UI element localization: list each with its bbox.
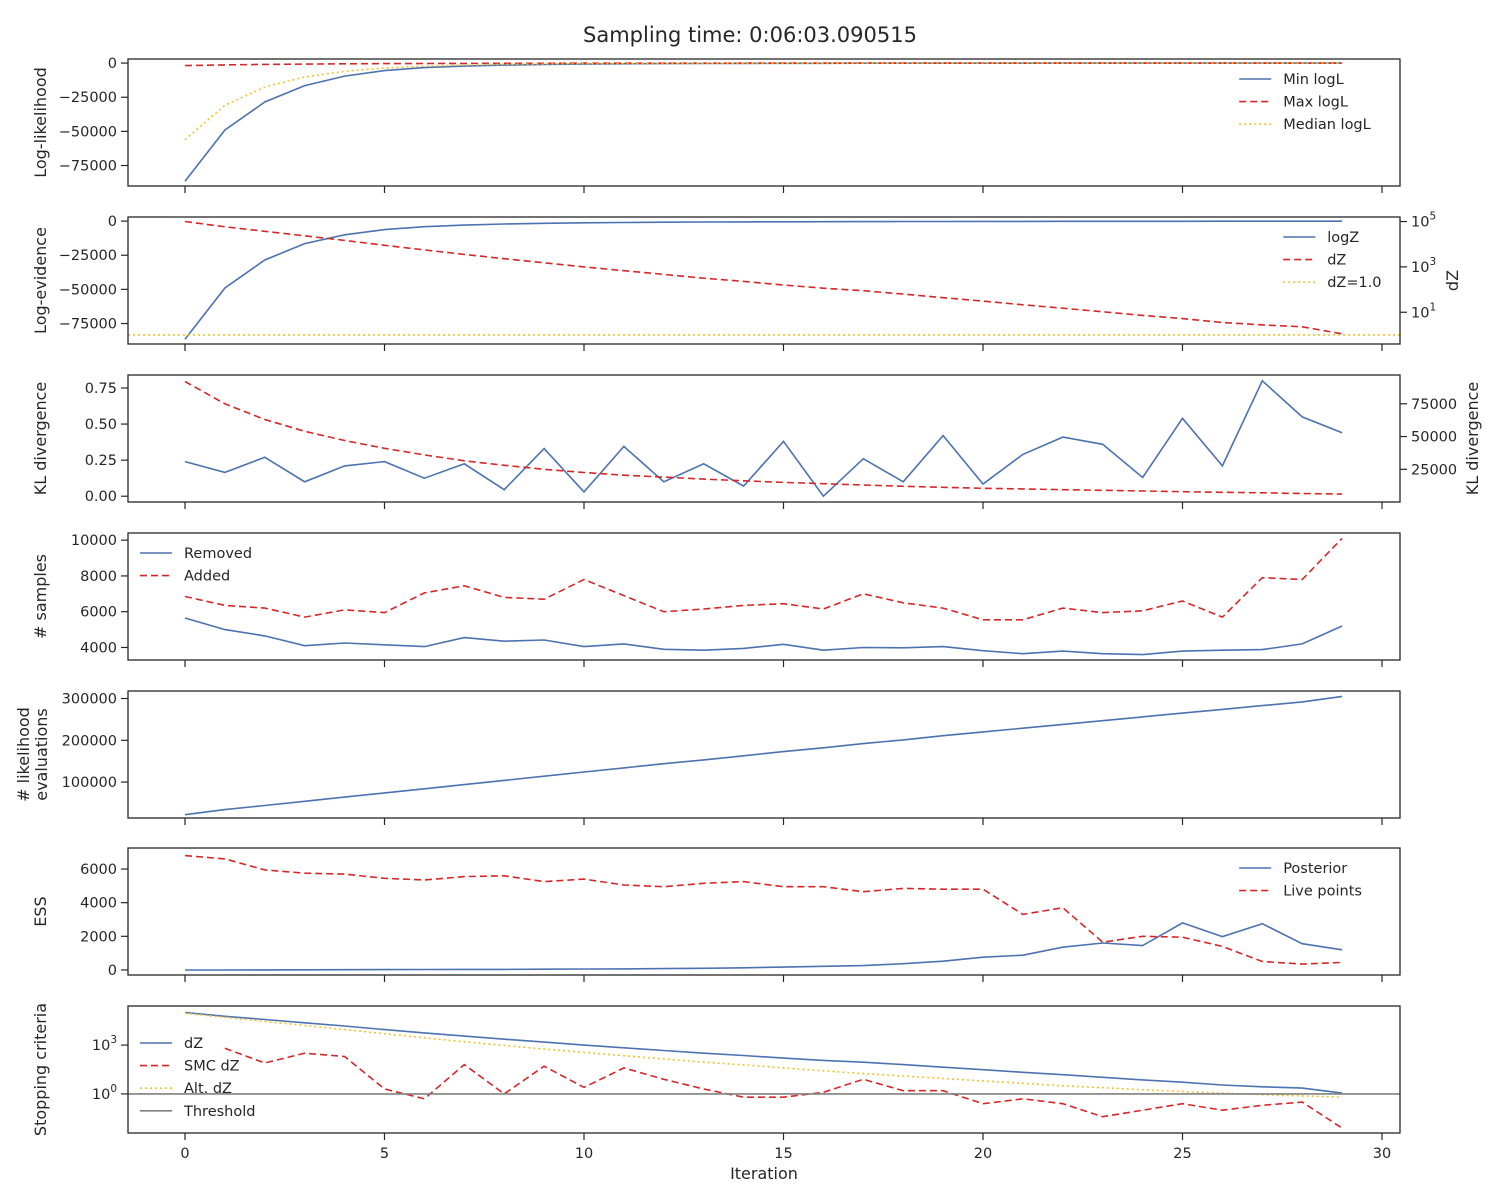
legend-label: Min logL [1283, 72, 1344, 88]
series-alt-dz-line [184, 1012, 1343, 1098]
legend-label: SMC dZ [184, 1059, 240, 1075]
y-right-tick-label: 50000 [1411, 430, 1457, 446]
y-tick-label: 0.75 [85, 381, 117, 397]
y-tick-label: −75000 [59, 317, 117, 333]
series-removed-line [184, 617, 1343, 656]
legend-label: Max logL [1283, 95, 1348, 111]
axes-frame [127, 532, 1401, 661]
panel-6: 0 2000 4000 6000 ESS Posterior Live points [31, 847, 1401, 982]
y-tick-label: 10000 [71, 533, 117, 549]
panel-3: 0.00 0.25 0.50 0.75 25000 50000 75000 KL diverg… [31, 374, 1482, 509]
y-tick-label: 0 [108, 56, 117, 72]
x-tick-label: 15 [774, 1146, 792, 1162]
legend-label: Alt. dZ [184, 1081, 232, 1097]
axes-frame [127, 690, 1401, 819]
y-right-tick-label: 103 [1411, 256, 1436, 276]
series-median-logl-line [184, 62, 1343, 141]
figure-title: Sampling time: 0:06:03.090515 [583, 23, 917, 47]
y-tick-label: −75000 [59, 159, 117, 175]
y-axis-label: KL divergence [31, 382, 50, 495]
y-axis-label: Log-evidence [31, 227, 50, 334]
y-right-tick-label: 105 [1411, 211, 1436, 231]
panels: 0 −25000 −50000 −75000 Log-likelihood Min log… [14, 56, 1482, 1162]
legend-1: Min logL Max logL Median logL [1239, 72, 1371, 133]
legend-7: dZ SMC dZ Alt. dZ Threshold [140, 1036, 255, 1120]
series-posterior-line [185, 922, 1343, 971]
series-added-line [184, 537, 1343, 621]
series-dz-line [184, 220, 1343, 335]
x-axis-label: Iteration [730, 1164, 798, 1183]
x-tick-label: 0 [180, 1146, 189, 1162]
series-dz-line [184, 1011, 1343, 1094]
legend-label: dZ=1.0 [1327, 275, 1381, 291]
x-tick-label: 20 [974, 1146, 992, 1162]
y-tick-label: 6000 [80, 862, 117, 878]
series-smc-dz-line [224, 1047, 1343, 1129]
y-tick-label: 2000 [80, 929, 117, 945]
legend-4: Removed Added [140, 546, 252, 585]
axes-frame [127, 1005, 1401, 1134]
y-right-tick-label: 25000 [1411, 462, 1457, 478]
y-tick-label: 100000 [62, 775, 117, 791]
legend-label: Median logL [1283, 117, 1371, 133]
y-tick-label: 0.50 [85, 417, 117, 433]
axes-frame [127, 847, 1401, 976]
legend-label: Live points [1283, 884, 1362, 900]
y-tick-label: 6000 [80, 605, 117, 621]
series-3-1-line [184, 379, 1343, 498]
y-right-tick-label: 75000 [1411, 397, 1457, 413]
axes-frame [127, 58, 1401, 187]
panel-1: 0 −25000 −50000 −75000 Log-likelihood Min log… [31, 56, 1401, 193]
y-tick-label: 300000 [62, 692, 117, 708]
y-axis-label: # likelihoodevaluations [14, 707, 51, 802]
legend-label: Posterior [1283, 861, 1347, 877]
series-5-1-line [184, 695, 1343, 816]
legend-label: dZ [184, 1036, 203, 1052]
legend-label: Added [184, 569, 230, 585]
y-tick-label: 0.00 [85, 489, 117, 505]
y-tick-label: 0 [108, 214, 117, 230]
y-tick-label: 200000 [62, 733, 117, 749]
y-tick-label: 8000 [80, 569, 117, 585]
x-tick-label: 25 [1173, 1146, 1191, 1162]
y-axis-label: ESS [31, 896, 50, 926]
y-axis-label: Stopping criteria [31, 1003, 50, 1136]
legend-label: Threshold [183, 1104, 255, 1120]
legend-label: dZ [1327, 253, 1346, 269]
y-tick-label: 4000 [80, 896, 117, 912]
y-tick-label: −25000 [59, 248, 117, 264]
legend-6: Posterior Live points [1239, 861, 1362, 900]
y-tick-label: −50000 [59, 282, 117, 298]
y-tick-label: 0 [108, 963, 117, 979]
y-tick-label: −25000 [59, 90, 117, 106]
x-tick-label: 5 [380, 1146, 389, 1162]
legend-label: Removed [184, 546, 252, 562]
series-min-logl-line [184, 62, 1343, 182]
series-live-points-line [184, 854, 1343, 965]
y-axis-label: # samples [31, 554, 50, 639]
legend-2: logZ dZ dZ=1.0 [1283, 230, 1382, 291]
legend-label: logZ [1327, 230, 1359, 246]
y-right-axis-label: KL divergence [1463, 382, 1482, 495]
x-tick-label: 30 [1373, 1146, 1391, 1162]
axes-frame [127, 374, 1401, 503]
panel-2: 0 −25000 −50000 −75000 105 103 101 Log-evidence… [31, 211, 1462, 351]
panel-4: 4000 6000 8000 10000 # samples Removed Added [31, 532, 1401, 667]
y-tick-label: 4000 [80, 640, 117, 656]
series-logz-line [184, 220, 1343, 340]
y-right-tick-label: 101 [1411, 301, 1436, 321]
y-tick-label: −50000 [59, 124, 117, 140]
x-tick-label: 10 [575, 1146, 593, 1162]
panel-7: 0 5 10 15 20 25 30 103 100 Stopping criteria dZ SMC… [31, 1003, 1401, 1162]
y-right-axis-label: dZ [1443, 270, 1462, 291]
y-tick-label: 100 [92, 1083, 117, 1103]
y-tick-label: 103 [92, 1034, 117, 1054]
panel-5: 100000 200000 300000 # likelihoodevaluation… [14, 690, 1401, 825]
series-max-logl-line [184, 62, 1343, 67]
y-axis-label: Log-likelihood [31, 67, 50, 178]
y-tick-label: 0.25 [85, 453, 117, 469]
axes-frame [127, 216, 1401, 345]
